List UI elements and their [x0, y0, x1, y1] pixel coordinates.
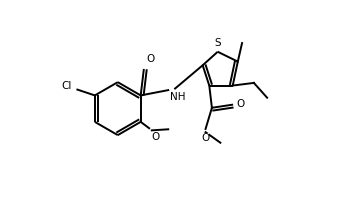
- Text: S: S: [214, 38, 221, 47]
- Text: NH: NH: [170, 92, 185, 102]
- Text: Cl: Cl: [61, 81, 71, 91]
- Text: O: O: [201, 133, 209, 143]
- Text: O: O: [237, 99, 245, 109]
- Text: O: O: [146, 54, 154, 64]
- Text: O: O: [152, 132, 160, 142]
